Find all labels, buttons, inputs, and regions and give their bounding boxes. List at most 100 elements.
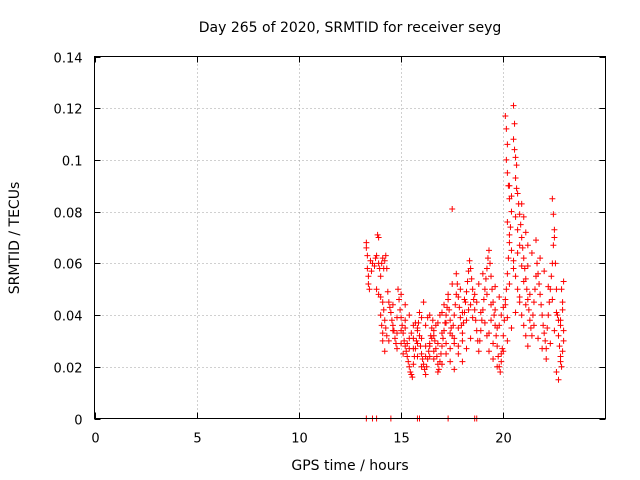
data-point [542,337,549,344]
data-point [452,301,459,308]
data-point [490,356,497,363]
data-point [494,363,501,370]
data-point [385,337,392,344]
data-point [513,162,520,169]
data-point [398,340,405,347]
data-point [537,291,544,298]
data-point [397,306,404,313]
data-point [545,312,552,319]
data-point [479,270,486,277]
data-point [468,275,475,282]
data-point [514,226,521,233]
data-point [477,327,484,334]
y-ticks: 0 0.02 0.04 0.06 0.08 0.1 0.12 0.14 [54,52,606,429]
data-point [530,322,537,329]
data-point [372,255,379,262]
data-point [498,350,505,357]
y-axis-label: SRMTID / TECUs [7,182,23,295]
data-point [387,309,394,316]
y-tick-label: 0.04 [54,310,83,325]
data-point [363,244,370,251]
data-point [459,358,466,365]
data-point [443,312,450,319]
data-point [463,317,470,324]
data-point [560,327,567,334]
data-point [547,340,554,347]
data-point [446,306,453,313]
data-point [504,337,511,344]
data-point [488,317,495,324]
x-tick-label: 20 [495,432,512,447]
data-point [380,306,387,313]
data-point [520,213,527,220]
data-point [453,270,460,277]
data-point [489,286,496,293]
data-point [382,325,389,331]
data-point [389,327,396,334]
data-point [548,273,555,280]
data-point [476,337,483,344]
data-point [555,376,562,383]
data-point [381,257,388,264]
data-point [382,252,389,259]
data-point [433,353,440,360]
data-point [545,283,552,290]
data-point [383,265,390,272]
data-point [438,309,445,316]
data-point [373,252,380,259]
data-point [404,340,411,347]
data-point [463,288,470,295]
data-point [466,257,473,264]
data-point [478,317,485,324]
data-point [504,169,511,176]
data-point [518,234,525,241]
data-point [530,299,537,306]
data-point [518,200,525,207]
data-point [543,356,550,363]
data-point [558,286,565,293]
data-point [438,361,445,368]
grid-layer [94,56,606,419]
data-point [513,185,520,192]
data-point [524,242,531,249]
data-point [440,335,447,342]
data-point [413,337,420,344]
data-point [378,322,385,329]
data-point [485,348,492,355]
data-point [451,335,458,342]
data-point [374,231,381,238]
x-ticks: 0 5 10 15 20 [91,56,512,447]
data-point [504,270,511,277]
data-point [450,322,457,329]
data-point [512,213,519,220]
data-point [422,353,429,360]
data-point [400,350,407,357]
data-point [502,112,509,119]
data-point [443,350,450,357]
data-point [555,332,562,339]
x-tick-label: 10 [291,432,308,447]
data-point [467,265,474,272]
data-point [508,208,515,215]
data-point [430,348,437,355]
data-point [422,371,429,378]
data-point [537,255,544,262]
data-point [386,304,393,311]
data-point [467,335,474,342]
data-point [500,332,507,339]
data-point [405,358,412,365]
data-point [553,286,560,293]
data-point [383,332,390,339]
data-point [408,330,415,337]
data-point [518,312,525,319]
data-point [365,281,372,288]
data-point [503,286,510,293]
data-point [426,312,433,319]
data-point [482,275,489,282]
data-point [459,309,466,316]
data-point [492,306,499,313]
x-tick-label: 15 [393,432,410,447]
data-point [506,182,513,189]
data-point [535,270,542,277]
